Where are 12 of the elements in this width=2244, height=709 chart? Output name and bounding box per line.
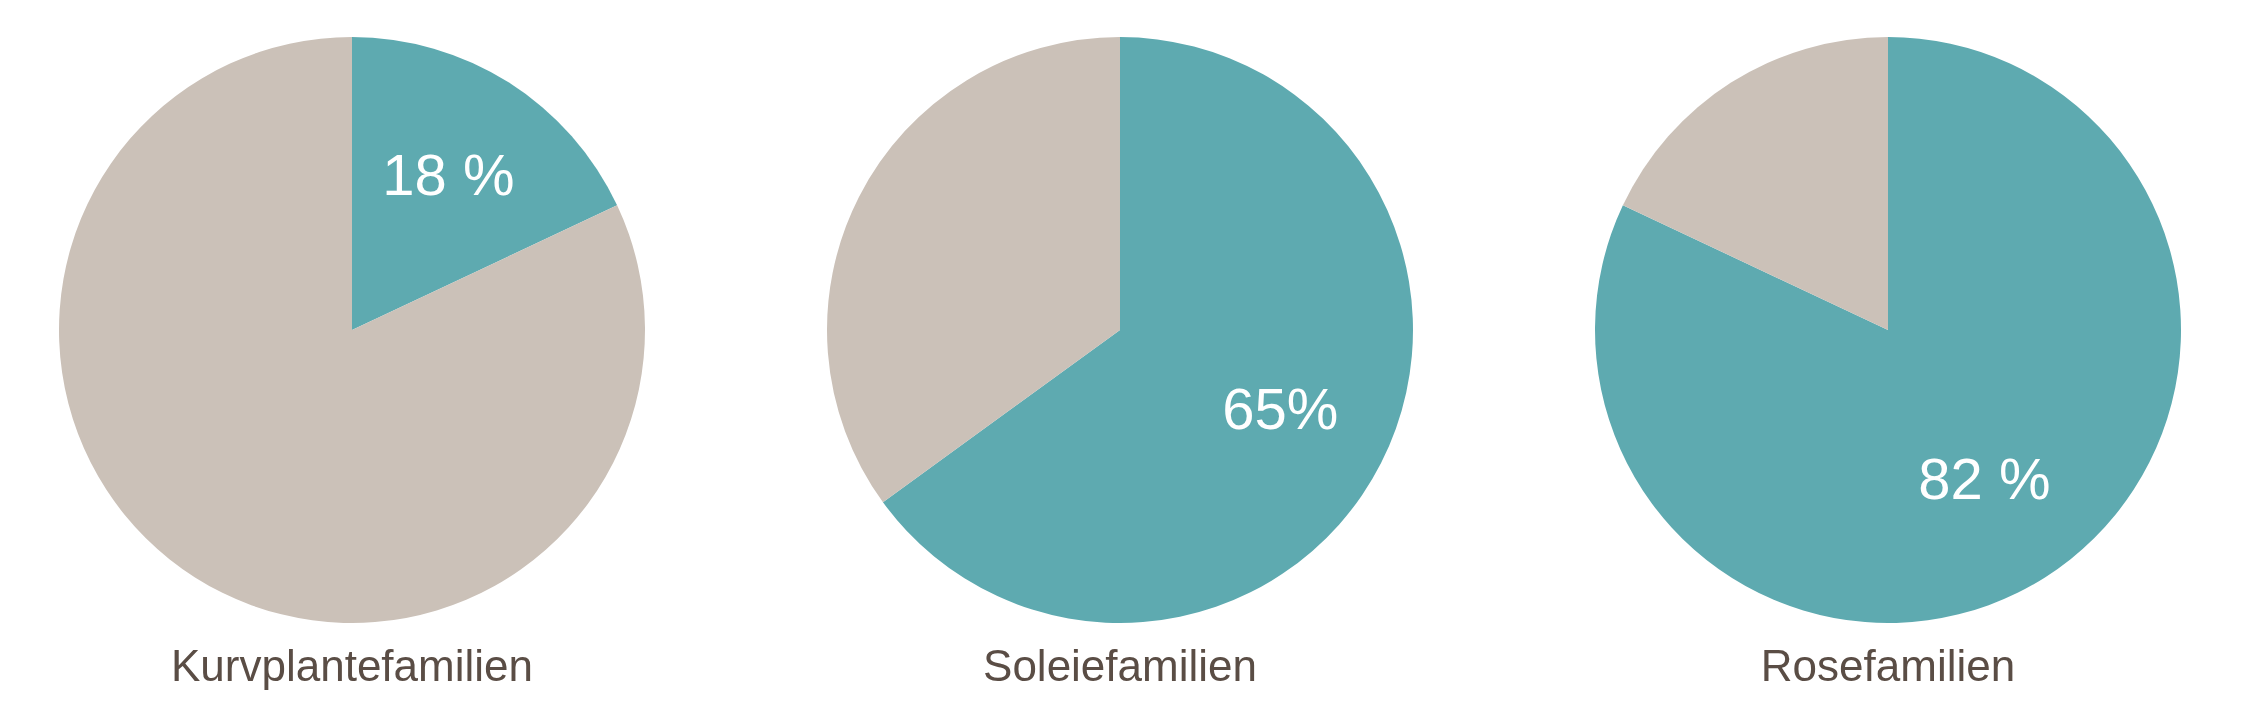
data-label: 65% [1222, 375, 1339, 441]
pie-slice [827, 37, 1120, 503]
pie-slice [1595, 37, 2181, 623]
pie-slice [59, 37, 645, 623]
data-label: 18 % [382, 142, 515, 208]
text: Soleiefamilien [983, 641, 1257, 690]
pie-slice [882, 37, 1413, 623]
text: Kurvplantefamilien [171, 641, 533, 690]
pie-slice [352, 37, 618, 330]
data-label: 82 % [1918, 445, 2051, 511]
pie-slice [1622, 37, 1888, 330]
text: Rosefamilien [1760, 641, 2016, 690]
